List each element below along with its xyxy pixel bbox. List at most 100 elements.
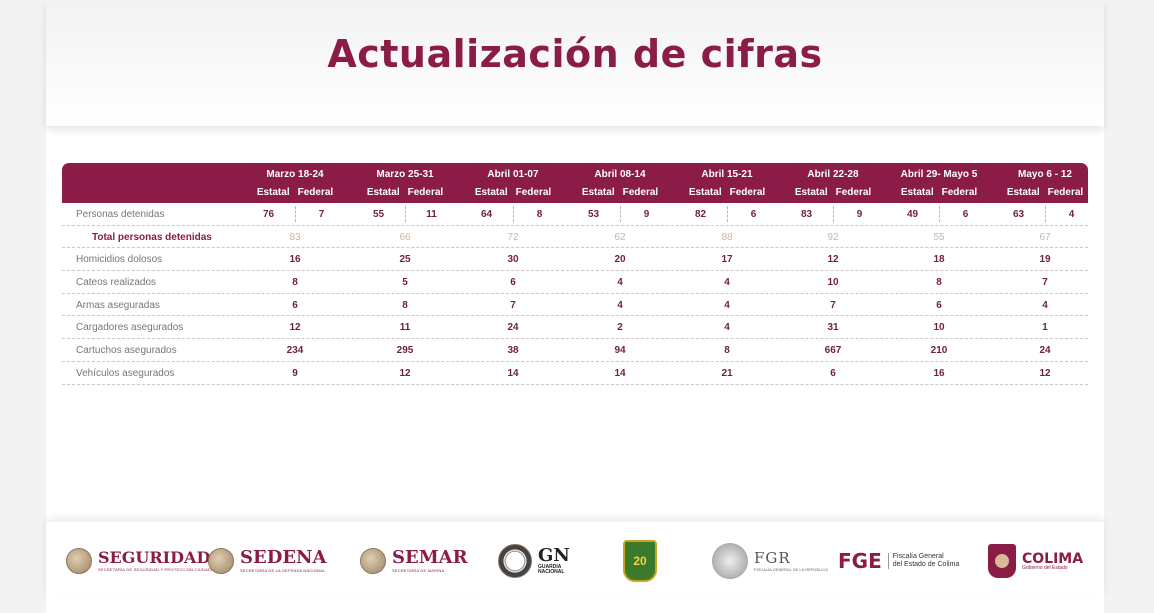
federal-header: Federal bbox=[1047, 187, 1084, 198]
eagle-seal-icon bbox=[66, 548, 92, 574]
estatal-header: Estatal bbox=[1006, 187, 1040, 198]
column-divider bbox=[295, 206, 296, 222]
federal-header: Federal bbox=[407, 187, 444, 198]
eagle-seal-icon bbox=[208, 548, 234, 574]
estatal-header: Estatal bbox=[366, 187, 400, 198]
military-zone-shield-logo: 20 bbox=[623, 540, 657, 582]
fge-name: FGE bbox=[838, 549, 882, 573]
seguridad-name: SEGURIDAD bbox=[98, 548, 211, 567]
cell-value: 10 bbox=[933, 322, 945, 334]
fge-logo: FGE Fiscalía General del Estado de Colim… bbox=[838, 540, 959, 582]
total-value: 92 bbox=[827, 231, 839, 243]
cell-value: 8 bbox=[402, 299, 408, 311]
table-row-personas-detenidas: Personas detenidas 76 7 55 11 64 8 53 9 82 6 83 9 49 6… bbox=[62, 203, 1088, 226]
statistics-table: Marzo 18-24 Estatal Federal Marzo 25-31 Esta… bbox=[62, 163, 1088, 385]
colima-crest-icon bbox=[988, 544, 1016, 578]
sedena-logo: SEDENA SECRETARÍA DE LA DEFENSA NACIONAL bbox=[208, 540, 326, 582]
seguridad-logo: SEGURIDAD SECRETARÍA DE SEGURIDAD Y PROT… bbox=[66, 540, 220, 582]
period-header: Marzo 25-31 bbox=[376, 169, 434, 180]
fgr-logo: FGR FISCALÍA GENERAL DE LA REPÚBLICA bbox=[712, 540, 828, 582]
semar-logo: SEMAR SECRETARÍA DE MARINA bbox=[360, 540, 468, 582]
cell-value: 24 bbox=[1039, 345, 1051, 357]
column-divider bbox=[513, 206, 514, 222]
cell-value: 30 bbox=[507, 254, 519, 266]
sub-header-group: Estatal Federal bbox=[242, 187, 348, 198]
cell-value: 25 bbox=[399, 254, 411, 266]
cell-value: 12 bbox=[827, 254, 839, 266]
row-label: Personas detenidas bbox=[76, 209, 165, 220]
federal-value: 9 bbox=[643, 209, 650, 220]
gn-name: GN bbox=[538, 544, 570, 566]
fge-sub1: Fiscalía General bbox=[892, 552, 944, 560]
estatal-value: 63 bbox=[1012, 209, 1025, 220]
row-label: Homicidios dolosos bbox=[76, 254, 163, 266]
column-divider bbox=[405, 206, 406, 222]
cell-value: 20 bbox=[614, 254, 626, 266]
table-body: Personas detenidas 76 7 55 11 64 8 53 9 82 6 83 9 49 6… bbox=[62, 203, 1088, 385]
cell-value: 12 bbox=[1039, 367, 1051, 379]
total-value: 66 bbox=[399, 231, 411, 243]
cell-value: 19 bbox=[1039, 254, 1051, 266]
cell-value: 17 bbox=[721, 254, 733, 266]
period-header: Abril 29- Mayo 5 bbox=[900, 169, 978, 180]
cell-value: 2 bbox=[617, 322, 623, 334]
title-band bbox=[46, 0, 1104, 126]
federal-value: 6 bbox=[750, 209, 757, 220]
cell-value: 7 bbox=[1042, 277, 1048, 289]
table-row: Cargadores asegurados 12 11 24 2 4 31 10 1 bbox=[62, 316, 1088, 340]
cell-value: 21 bbox=[721, 367, 733, 379]
seguridad-sub: SECRETARÍA DE SEGURIDAD Y PROTECCIÓN CIU… bbox=[98, 567, 220, 572]
cell-value: 210 bbox=[930, 345, 948, 357]
column-divider bbox=[1045, 206, 1046, 222]
estatal-value: 76 bbox=[262, 209, 275, 220]
total-value: 67 bbox=[1039, 231, 1051, 243]
cell-value: 7 bbox=[830, 299, 836, 311]
estatal-value: 82 bbox=[694, 209, 707, 220]
estatal-value: 83 bbox=[800, 209, 813, 220]
cell-value: 38 bbox=[507, 345, 519, 357]
cell-value: 6 bbox=[510, 277, 516, 289]
total-value: 72 bbox=[507, 231, 519, 243]
table-header: Marzo 18-24 Estatal Federal Marzo 25-31 Esta… bbox=[62, 163, 1088, 203]
colima-sub: Gobierno del Estado bbox=[1022, 564, 1068, 571]
fgr-name: FGR bbox=[754, 548, 791, 567]
cell-value: 16 bbox=[933, 367, 945, 379]
column-divider bbox=[727, 206, 728, 222]
gn-sub2: NACIONAL bbox=[538, 569, 565, 575]
cell-value: 5 bbox=[402, 277, 408, 289]
table-row: Armas aseguradas 6 8 7 4 4 7 6 4 bbox=[62, 294, 1088, 317]
cell-value: 12 bbox=[289, 322, 301, 334]
cell-value: 8 bbox=[724, 345, 730, 357]
cell-value: 12 bbox=[399, 367, 411, 379]
sub-header-group: Estatal Federal bbox=[567, 187, 673, 198]
cell-value: 11 bbox=[399, 322, 411, 334]
cell-value: 4 bbox=[1042, 299, 1048, 311]
cell-value: 18 bbox=[933, 254, 945, 266]
sub-header-group: Estatal Federal bbox=[460, 187, 566, 198]
period-header: Abril 08-14 bbox=[594, 169, 646, 180]
row-label: Vehículos asegurados bbox=[76, 367, 175, 379]
table-row: Cartuchos asegurados 234 295 38 94 8 667 210 24 bbox=[62, 339, 1088, 362]
cell-value: 94 bbox=[614, 345, 626, 357]
period-header: Mayo 6 - 12 bbox=[1018, 169, 1072, 180]
page-title: Actualización de cifras bbox=[327, 32, 823, 76]
federal-header: Federal bbox=[515, 187, 552, 198]
total-value: 83 bbox=[289, 231, 301, 243]
cell-value: 8 bbox=[936, 277, 942, 289]
cell-value: 6 bbox=[292, 299, 298, 311]
federal-value: 11 bbox=[426, 209, 437, 220]
cell-value: 234 bbox=[286, 345, 304, 357]
estatal-header: Estatal bbox=[474, 187, 508, 198]
estatal-value: 64 bbox=[480, 209, 493, 220]
shield-icon: 20 bbox=[623, 540, 657, 582]
estatal-value: 49 bbox=[906, 209, 919, 220]
column-divider bbox=[833, 206, 834, 222]
cell-value: 8 bbox=[292, 277, 298, 289]
row-label: Total personas detenidas bbox=[92, 231, 212, 243]
estatal-header: Estatal bbox=[794, 187, 828, 198]
sedena-name: SEDENA bbox=[240, 547, 327, 568]
cell-value: 4 bbox=[724, 277, 730, 289]
cell-value: 9 bbox=[292, 367, 298, 379]
eagle-seal-icon bbox=[360, 548, 386, 574]
colima-logo: COLIMA Gobierno del Estado bbox=[988, 540, 1083, 582]
